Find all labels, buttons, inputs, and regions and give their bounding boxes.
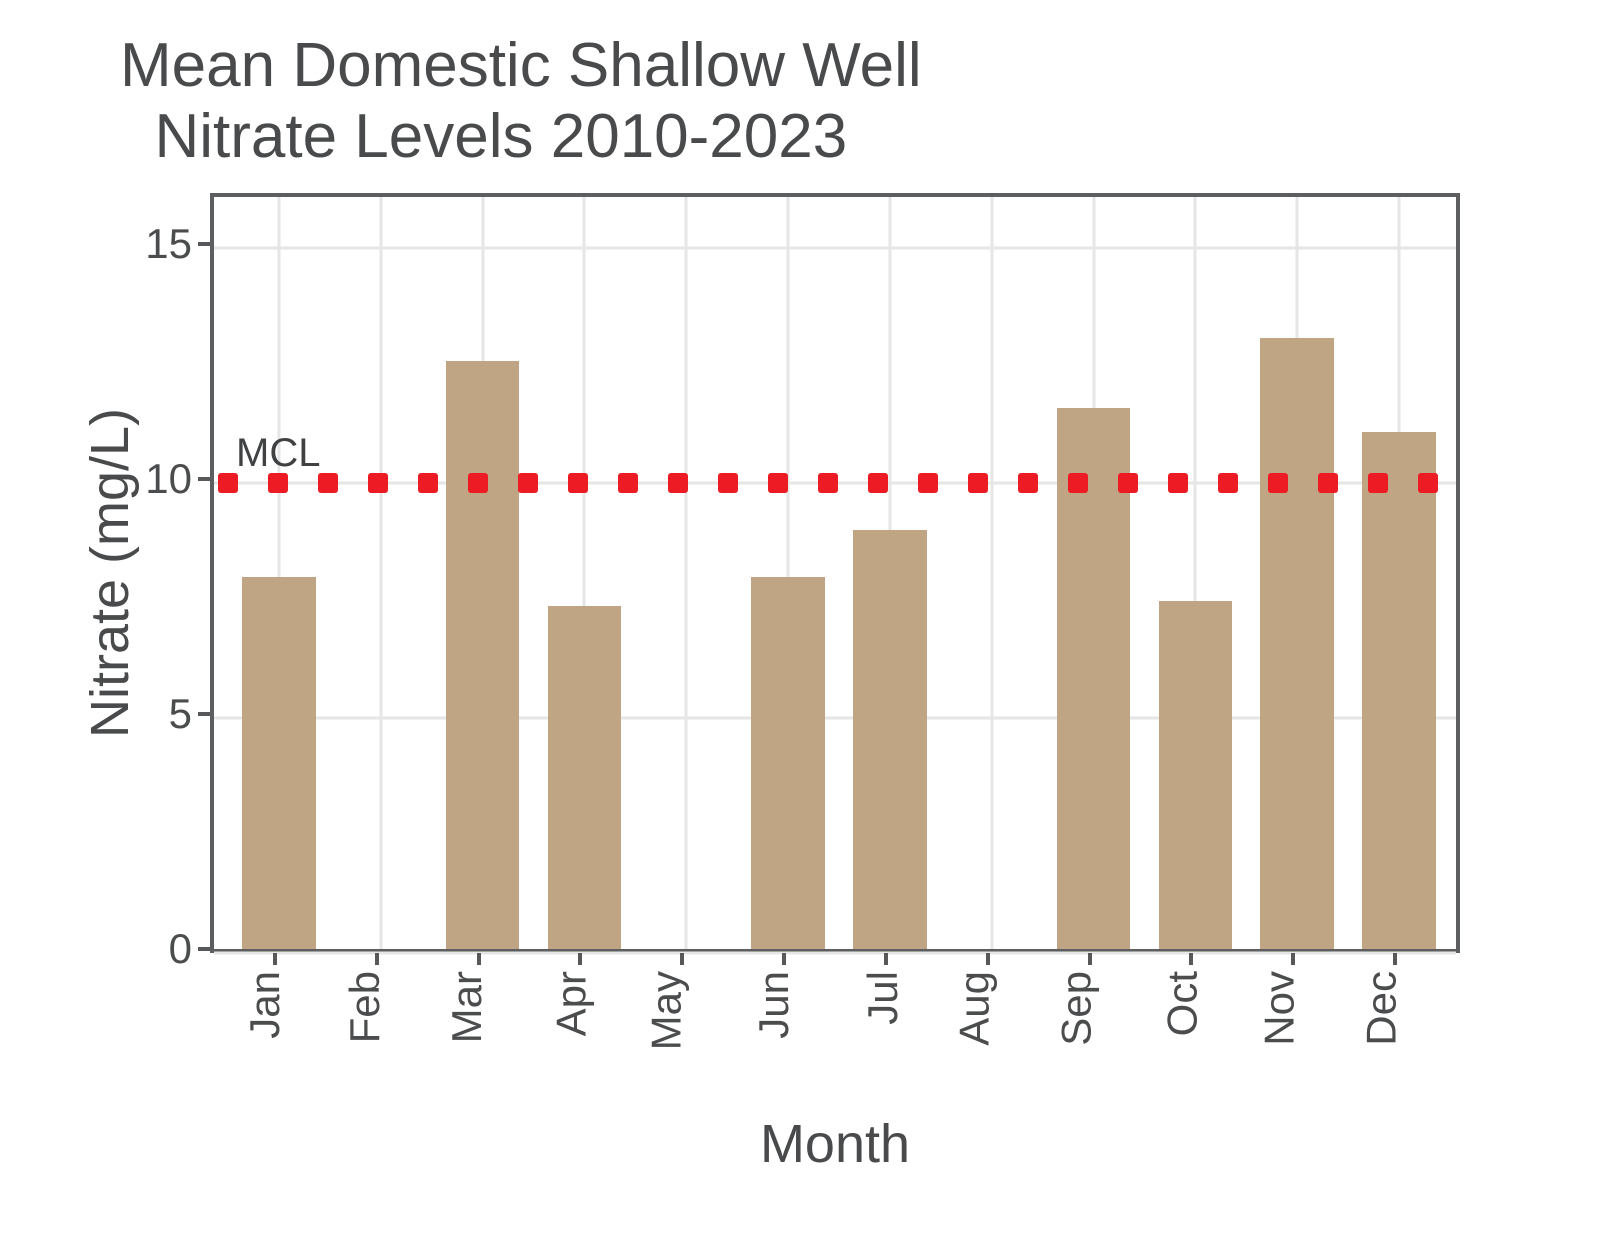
chart-title: Mean Domestic Shallow Well Nitrate Level… xyxy=(120,30,1520,173)
title-line-2: Nitrate Levels 2010-2023 xyxy=(120,102,847,171)
bar xyxy=(1260,338,1333,949)
mcl-dash xyxy=(568,473,588,493)
mcl-dash xyxy=(318,473,338,493)
x-tick-mark xyxy=(782,953,786,965)
gridline-v xyxy=(990,197,993,949)
y-tick-mark xyxy=(198,477,210,481)
x-tick-label: Sep xyxy=(1052,971,1100,1046)
x-tick-mark xyxy=(1291,953,1295,965)
mcl-dash xyxy=(818,473,838,493)
mcl-dash xyxy=(268,473,288,493)
bar xyxy=(1362,432,1435,949)
y-axis-label: Nitrate (mg/L) xyxy=(79,408,141,738)
x-tick-mark xyxy=(578,953,582,965)
y-tick-mark xyxy=(198,947,210,951)
mcl-dash xyxy=(668,473,688,493)
y-tick-label: 0 xyxy=(169,925,192,973)
mcl-dash xyxy=(418,473,438,493)
x-tick-label: Feb xyxy=(341,971,389,1043)
x-tick-label: Nov xyxy=(1256,971,1304,1046)
title-line-1: Mean Domestic Shallow Well xyxy=(120,31,922,100)
x-tick-label: Jun xyxy=(750,971,798,1039)
x-tick-label: May xyxy=(643,971,691,1050)
x-tick-mark xyxy=(986,953,990,965)
gridline-v xyxy=(685,197,688,949)
mcl-dash xyxy=(1068,473,1088,493)
x-tick-label: Jul xyxy=(859,971,907,1025)
mcl-dash xyxy=(1268,473,1288,493)
plot-panel: MCL xyxy=(210,193,1460,953)
y-tick-label: 15 xyxy=(145,220,192,268)
gridline-h xyxy=(214,246,1456,249)
bar xyxy=(242,577,315,948)
x-tick-mark xyxy=(1088,953,1092,965)
mcl-dash xyxy=(718,473,738,493)
y-tick-label: 5 xyxy=(169,690,192,738)
mcl-dash xyxy=(1168,473,1188,493)
mcl-label: MCL xyxy=(236,431,320,476)
mcl-dash xyxy=(1218,473,1238,493)
x-tick-mark xyxy=(1189,953,1193,965)
y-tick-mark xyxy=(198,242,210,246)
mcl-dash xyxy=(618,473,638,493)
bar xyxy=(853,530,926,948)
x-tick-label: Mar xyxy=(443,971,491,1043)
chart-container: Mean Domestic Shallow Well Nitrate Level… xyxy=(0,0,1600,1237)
x-tick-mark xyxy=(884,953,888,965)
y-tick-label: 10 xyxy=(145,455,192,503)
mcl-dash xyxy=(218,473,238,493)
mcl-dash xyxy=(1118,473,1138,493)
x-axis-ticks: Jan Feb Mar Apr May Jun Jul Aug Sep Oct Nov Dec xyxy=(210,953,1460,1153)
gridline-v xyxy=(379,197,382,949)
mcl-dash xyxy=(1368,473,1388,493)
y-axis-ticks: 051015 xyxy=(140,193,210,953)
chart-row: Nitrate (mg/L) 051015 MCL xyxy=(80,193,1520,953)
x-tick-label: Oct xyxy=(1159,971,1207,1036)
mcl-dash xyxy=(918,473,938,493)
mcl-dash xyxy=(1018,473,1038,493)
mcl-dash xyxy=(868,473,888,493)
bar xyxy=(1159,601,1232,949)
bar xyxy=(751,577,824,948)
x-tick-mark xyxy=(1393,953,1397,965)
x-tick-label: Apr xyxy=(548,971,596,1036)
x-tick-label: Dec xyxy=(1358,971,1406,1046)
x-tick-label: Aug xyxy=(950,971,998,1046)
x-tick-mark xyxy=(375,953,379,965)
bar xyxy=(548,606,621,949)
mcl-dash xyxy=(768,473,788,493)
bar xyxy=(446,361,519,949)
mcl-dash xyxy=(1418,473,1438,493)
x-tick-label: Jan xyxy=(241,971,289,1039)
y-tick-mark xyxy=(198,712,210,716)
mcl-dash xyxy=(518,473,538,493)
x-tick-mark xyxy=(680,953,684,965)
y-axis-label-wrap: Nitrate (mg/L) xyxy=(80,193,140,953)
mcl-dash xyxy=(1318,473,1338,493)
x-tick-mark xyxy=(477,953,481,965)
mcl-dash xyxy=(968,473,988,493)
mcl-dash xyxy=(468,473,488,493)
x-tick-mark xyxy=(273,953,277,965)
mcl-dash xyxy=(368,473,388,493)
